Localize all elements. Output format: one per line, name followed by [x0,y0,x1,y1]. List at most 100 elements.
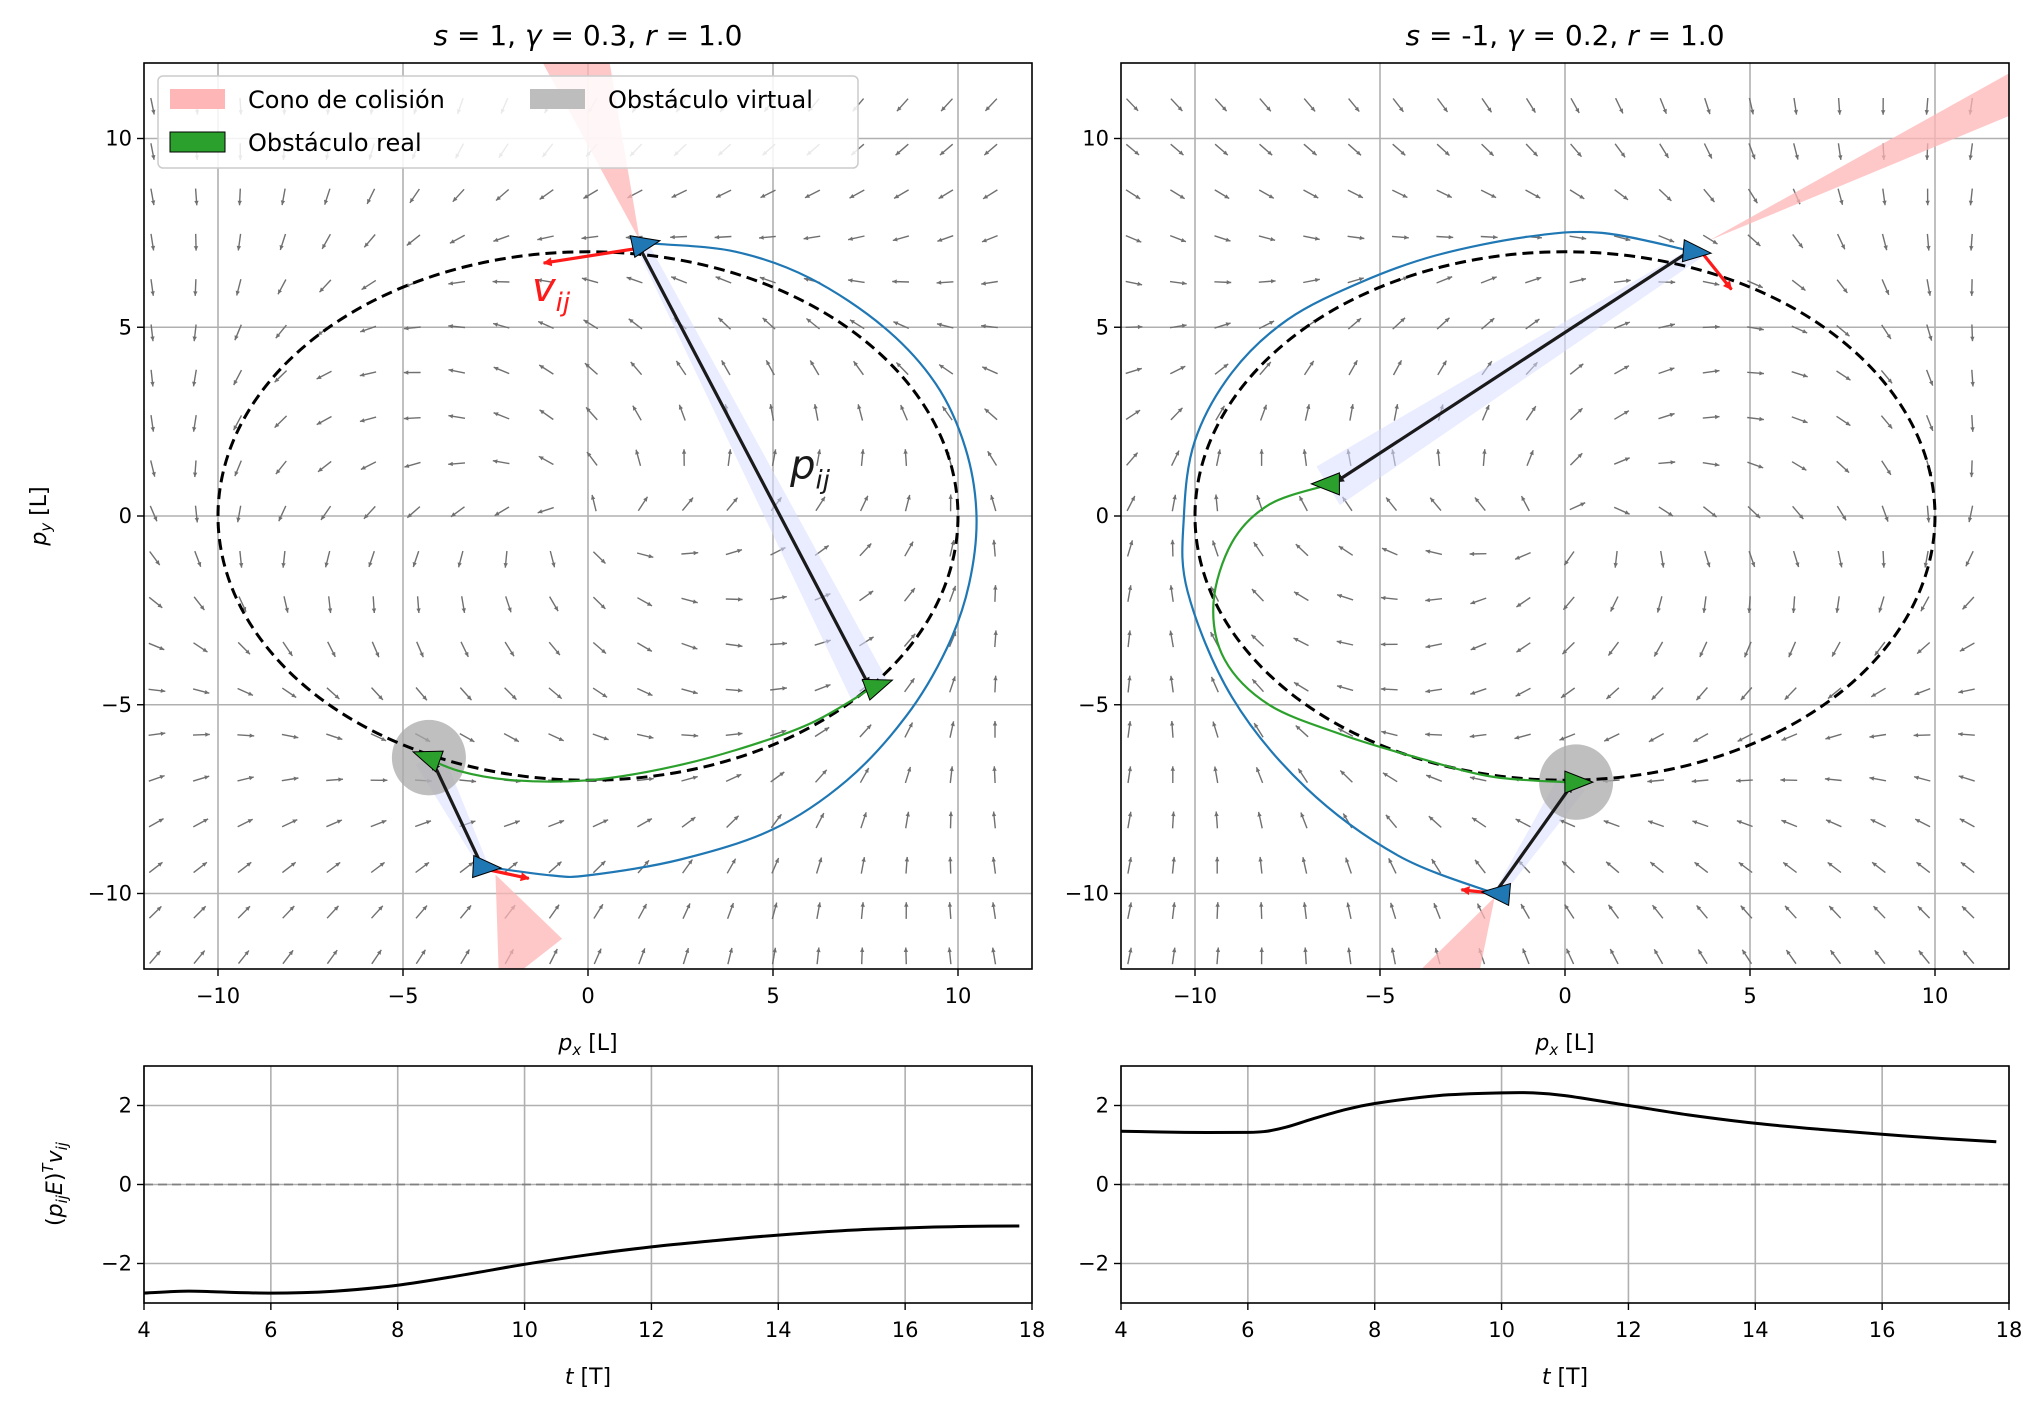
field-arrowhead [194,517,199,523]
field-arrowhead [1800,286,1806,291]
field-arrowhead [465,949,470,955]
field-arrowhead [466,695,472,701]
field-arrowhead [1712,239,1718,244]
field-arrowhead [1841,515,1847,521]
field-arrowhead [766,360,771,366]
trajectory-green [417,688,870,783]
field-arrowhead [1397,360,1402,366]
field-arrowhead [1832,651,1837,657]
field-arrowhead [1887,378,1893,384]
field-arrowhead [1222,106,1227,112]
field-arrowhead [721,360,726,366]
field-arrowhead [156,906,162,912]
field-arrowhead [1522,948,1527,954]
field-arrowhead [1469,551,1475,557]
field-arrowhead [1444,150,1450,156]
field-arrowhead [337,735,343,740]
field-arrowhead [1692,820,1698,825]
field-arrowhead [1521,496,1526,501]
field-arrowhead [1881,110,1886,115]
field-arrowhead [466,905,472,911]
field-arrowhead [1970,427,1975,432]
trajectory-blue [1181,230,1695,895]
field-arrowhead [1336,640,1342,645]
field-arrowhead [583,319,589,325]
field-arrowhead [1581,277,1586,282]
field-arrowhead [1515,555,1521,560]
field-arrowhead [948,811,953,817]
title-part: = 0.2, [1524,19,1628,52]
field-arrowhead [404,463,410,468]
field-arrowhead [1170,721,1175,726]
field-arrowhead [1620,152,1626,158]
field-arrowhead [275,469,281,475]
field-arrowhead [448,324,453,329]
field-arrowhead [1349,404,1355,409]
field-arrowhead [910,588,915,593]
field-arrowhead [693,550,699,556]
field-arrowhead [1215,947,1221,953]
field-arrowhead [452,196,458,202]
field-arrowhead [1253,542,1259,548]
field-arrowhead [907,766,912,772]
relative-position-shadow [634,237,888,700]
trajectory-green [1212,484,1584,784]
field-arrowhead [993,585,998,590]
field-arrowhead [1514,735,1520,740]
field-arrowhead [581,235,587,240]
phase-plot-right: −10 −5 0 5 10 −10 −5 0 5 10 [1065,62,2010,1008]
field-arrowhead [1580,502,1586,507]
x-tick-label: −5 [1365,984,1396,1008]
field-arrowhead [1171,902,1177,907]
field-arrowhead [762,317,768,323]
field-arrowhead [336,819,342,824]
field-arrowhead [1579,194,1585,199]
field-arrowhead [942,406,947,412]
field-arrowhead [692,775,698,780]
axes-frame [1120,1065,2010,1304]
field-arrowhead [288,950,294,956]
field-arrowhead [1838,562,1843,568]
field-arrowhead [1791,608,1796,613]
field-arrowhead [1388,858,1393,864]
field-arrowhead [1268,194,1274,199]
field-arrowhead [1127,630,1132,636]
field-arrowhead [1802,373,1808,378]
field-arrowhead [1133,452,1138,458]
field-arrowhead [426,820,431,825]
field-arrowhead [937,322,942,327]
field-arrowhead [603,819,609,824]
field-arrowhead [982,238,987,243]
field-arrowhead [671,193,677,198]
field-arrowhead [1963,950,1968,956]
field-arrowhead [538,321,544,326]
field-arrowhead [947,947,952,953]
field-arrowhead [1267,150,1273,156]
field-arrowhead [193,472,198,478]
field-arrowhead [202,862,207,867]
field-arrowhead [1302,902,1307,907]
field-arrowhead [1346,902,1351,908]
field-arrowhead [632,405,637,411]
field-arrowhead [909,541,914,547]
field-arrowhead [407,513,413,518]
field-arrowhead [236,245,242,251]
field-arrowhead [693,733,699,738]
legend-swatch-cone [170,89,225,109]
field-arrowhead [151,109,156,115]
field-arrowhead [1181,281,1187,286]
chart-title-left: s = 1, γ = 0.3, r = 1.0 [434,19,743,52]
field-arrowhead [1650,862,1656,867]
field-arrowhead [1338,546,1344,551]
field-arrowhead [1624,457,1630,462]
field-arrowhead [382,778,388,783]
field-arrowhead [892,237,898,242]
field-arrowhead [1180,238,1186,243]
field-arrowhead [1298,768,1303,774]
field-arrowhead [1965,561,1970,567]
field-arrowhead [1446,193,1452,198]
field-arrowhead [192,336,197,342]
field-arrowhead [671,276,677,281]
field-arrowhead [1759,326,1764,331]
field-arrowhead [199,605,205,611]
